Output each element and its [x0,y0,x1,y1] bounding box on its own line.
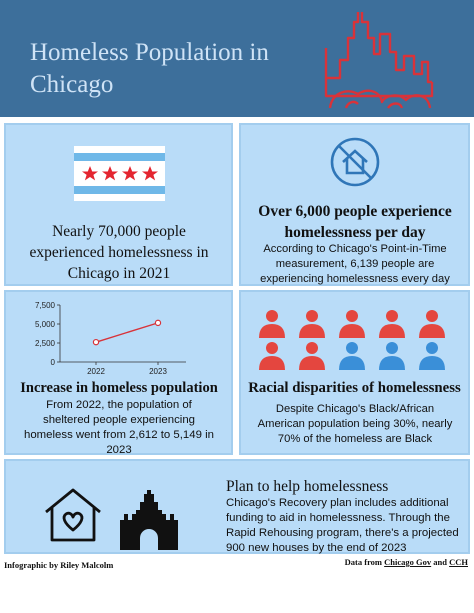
x-tick-label: 2023 [149,367,167,376]
panel-total-homeless: Nearly 70,000 people experienced homeles… [4,123,233,286]
panel-racial-disparities: Racial disparities of homelessness Despi… [239,290,470,455]
person-icon [299,342,325,370]
author-credit: Infographic by Riley Malcolm [4,560,114,570]
person-icon [299,310,325,338]
x-tick-label: 2022 [87,367,105,376]
data-point [92,338,100,346]
person-icon [379,310,405,338]
source-prefix: Data from [344,557,383,567]
water-tower-icon [120,490,178,550]
daily-homeless-body: According to Chicago's Point-in-Time mea… [260,243,450,285]
panel-population-increase: 7,500 5,000 2,500 0 2022 2023 Increase in hom… [4,290,233,456]
recovery-plan-body: Chicago's Recovery plan includes additio… [226,497,459,554]
person-icon [339,342,365,370]
chicago-skyline-icon [324,12,434,109]
people-icon-grid [259,310,445,370]
recovery-plan-title: Plan to help homelessness [226,478,389,495]
racial-disparities-title: Racial disparities of homelessness [248,380,461,396]
header-band: Homeless Population in Chicago [0,0,474,117]
y-tick-label: 7,500 [35,301,56,310]
homeless-line-chart: 7,500 5,000 2,500 0 2022 2023 [35,301,186,376]
racial-disparities-body: Despite Chicago's Black/African American… [257,403,453,445]
series-line [95,322,159,343]
y-tick-label: 0 [51,358,56,367]
person-icon [259,342,285,370]
panel-daily-homeless: Over 6,000 people experience homelessnes… [239,123,470,286]
house-heart-icon [45,488,101,542]
daily-homeless-title: Over 6,000 people experience homelessnes… [258,203,452,241]
person-icon [419,342,445,370]
data-source: Data from Chicago Gov and CCH [345,557,468,567]
y-tick-label: 2,500 [35,339,56,348]
page-title: Homeless Population in Chicago [30,39,269,98]
source-link-cch[interactable]: CCH [449,557,468,567]
person-icon [419,310,445,338]
panel-recovery-plan: Plan to help homelessness Chicago's Reco… [4,459,470,554]
data-point [154,319,162,327]
person-icon [339,310,365,338]
population-increase-title: Increase in homeless population [20,380,218,396]
y-tick-label: 5,000 [35,320,56,329]
chicago-flag-icon [74,146,165,201]
no-housing-icon [330,137,380,187]
person-icon [379,342,405,370]
source-and: and [433,557,447,567]
person-icon [259,310,285,338]
source-link-chicago-gov[interactable]: Chicago Gov [384,557,432,567]
population-increase-body: From 2022, the population of sheltered p… [24,399,214,456]
total-homeless-stat: Nearly 70,000 people experienced homeles… [29,223,209,282]
